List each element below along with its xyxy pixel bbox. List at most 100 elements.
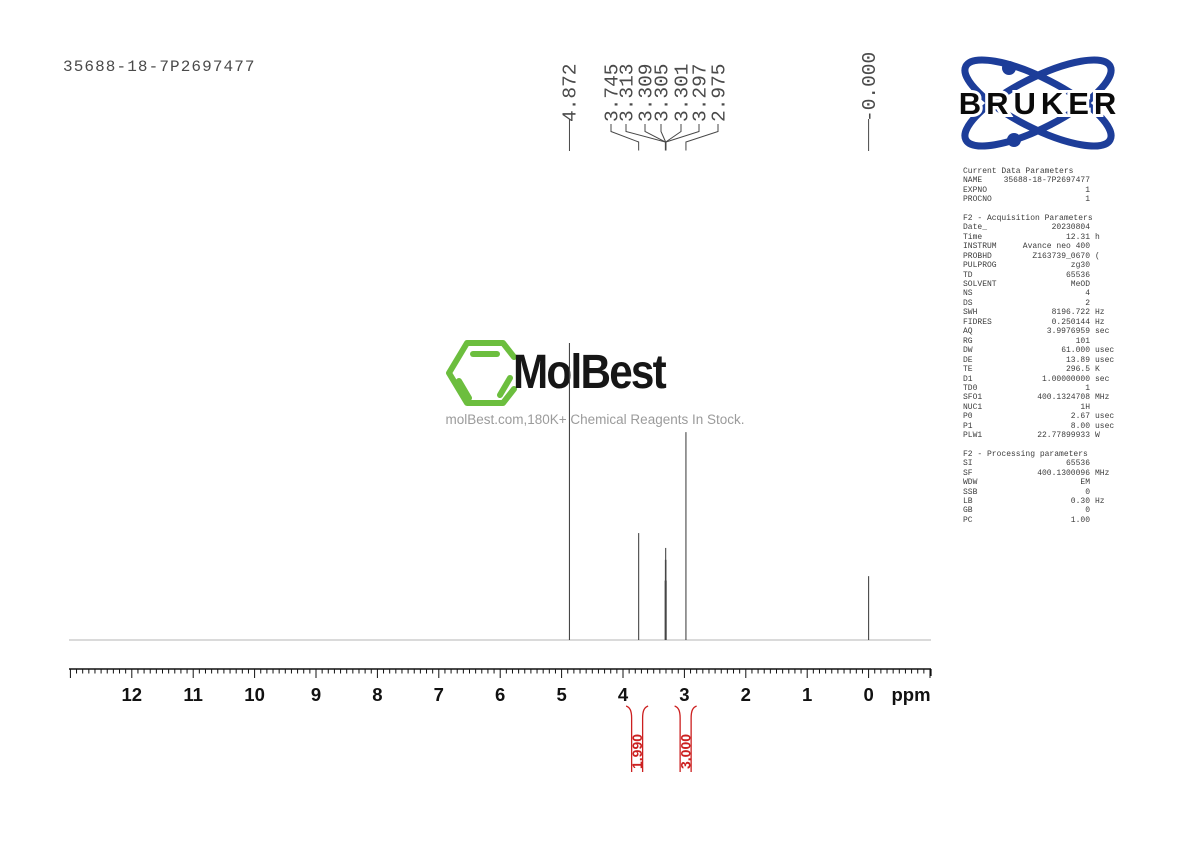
peak-label: 3.309 (636, 63, 658, 122)
axis-tick-label: 2 (741, 684, 751, 705)
parameter-val: 1.00000000 (1041, 374, 1090, 384)
parameter-name: INSTRUM (963, 242, 997, 252)
bruker-orbit-icon (961, 56, 1115, 150)
integral-value: 3.000 (678, 734, 694, 769)
parameter-name: SI (963, 459, 973, 469)
molbest-wordmark: MolBest (513, 346, 667, 399)
parameter-val: 2 (1085, 298, 1090, 308)
parameter-name: DW (963, 346, 973, 356)
parameter-row: D1 1.00000000 sec (963, 375, 1129, 384)
axis-tick-label: 10 (244, 684, 265, 705)
parameter-val: 1 (1085, 185, 1090, 195)
integral-bracket (690, 705, 697, 772)
parameter-unit: ( (1095, 251, 1100, 261)
parameter-name: NAME (963, 176, 983, 186)
parameter-row: Time 12.31 h (963, 233, 1129, 242)
molbest-subtitle: molBest.com,180K+ Chemical Reagents In S… (445, 412, 745, 427)
axis-tick-label: 3 (679, 684, 689, 705)
parameter-row: AQ 3.9976959 sec (963, 327, 1129, 336)
parameter-name: TD0 (963, 383, 978, 393)
parameter-val: 3.9976959 (1046, 327, 1090, 337)
peak-label: 2.975 (709, 63, 731, 122)
bruker-electron-icon (1002, 61, 1016, 75)
parameter-row: DE 13.89 usec (963, 356, 1129, 365)
parameter-val: 65536 (1065, 459, 1090, 469)
parameter-unit: K (1095, 365, 1100, 375)
parameter-row: Date_ 20230804 (963, 223, 1129, 232)
parameter-row: INSTRUM Avance neo 400 (963, 242, 1129, 251)
parameter-row: SSB 0 (963, 488, 1129, 497)
parameter-val: 8.00 (1070, 421, 1090, 431)
peak-label: 3.301 (672, 63, 694, 122)
parameter-name: WDW (963, 478, 978, 488)
sample-id: 35688-18-7P2697477 (63, 58, 256, 76)
parameter-unit: h (1095, 232, 1100, 242)
parameter-name: TD (963, 270, 973, 280)
parameter-unit: sec (1095, 327, 1110, 337)
parameter-val: 400.1300096 (1037, 468, 1090, 478)
parameter-val: zg30 (1070, 261, 1090, 271)
parameter-name: TE (963, 365, 973, 375)
parameter-name: P1 (963, 421, 973, 431)
parameter-val: 2.67 (1070, 412, 1090, 422)
parameter-row: TE 296.5 K (963, 365, 1129, 374)
parameter-val: 20230804 (1051, 223, 1090, 233)
parameter-name: DS (963, 298, 973, 308)
molbest-hexagon-icon (446, 340, 517, 406)
parameter-name: SFO1 (963, 393, 983, 403)
parameter-unit: Hz (1095, 496, 1105, 506)
parameter-row: SOLVENT MeOD (963, 280, 1129, 289)
parameter-row: WDW EM (963, 478, 1129, 487)
parameter-row: FIDRES 0.250144 Hz (963, 318, 1129, 327)
peak-label: 3.297 (690, 63, 712, 122)
parameter-row: NUC1 1H (963, 403, 1129, 412)
parameter-name: PC (963, 515, 973, 525)
axis-tick-label: 0 (863, 684, 873, 705)
parameter-row: DW 61.000 usec (963, 346, 1129, 355)
parameter-name: FIDRES (963, 317, 992, 327)
parameter-val: 12.31 (1065, 232, 1090, 242)
parameter-val: 1 (1085, 195, 1090, 205)
parameter-val: Z163739_0670 (1032, 251, 1090, 261)
parameter-row: RG 101 (963, 337, 1129, 346)
parameter-val: 35688-18-7P2697477 (1003, 176, 1090, 186)
parameter-row: P0 2.67 usec (963, 412, 1129, 421)
parameter-name: NS (963, 289, 973, 299)
parameter-unit: sec (1095, 374, 1110, 384)
parameter-val: 4 (1085, 289, 1090, 299)
parameter-name: P0 (963, 412, 973, 422)
parameter-section-title: F2 - Processing parameters (963, 449, 1088, 459)
axis-tick-label: 12 (122, 684, 143, 705)
parameter-section: F2 - Acquisition Parameters Date_ 20230804… (963, 214, 1129, 441)
parameter-row: TD0 1 (963, 384, 1129, 393)
parameter-name: SF (963, 468, 973, 478)
parameter-row: SWH 8196.722 Hz (963, 308, 1129, 317)
parameter-unit: Hz (1095, 317, 1105, 327)
parameter-row: DS 2 (963, 299, 1129, 308)
parameter-val: 296.5 (1065, 365, 1090, 375)
parameter-val: EM (1080, 478, 1090, 488)
parameter-section-title: F2 - Acquisition Parameters (963, 213, 1093, 223)
parameter-name: RG (963, 336, 973, 346)
parameter-name: AQ (963, 327, 973, 337)
parameter-name: SOLVENT (963, 279, 997, 289)
parameter-section: F2 - Processing parameters SI 65536 SF 400.1… (963, 450, 1129, 526)
peak-label: 3.313 (617, 63, 639, 122)
peak-label: 4.872 (560, 63, 582, 122)
integral-bracket (641, 705, 649, 772)
parameter-section-title: Current Data Parameters (963, 167, 1074, 176)
parameter-val: 65536 (1065, 270, 1090, 280)
axis-tick-label: 6 (495, 684, 505, 705)
parameter-val: 101 (1075, 336, 1090, 346)
parameter-name: PULPROG (963, 261, 997, 271)
parameter-row: SF 400.1300096 MHz (963, 469, 1129, 478)
peak-label-connector (665, 124, 700, 151)
parameter-row: TD 65536 (963, 271, 1129, 280)
axis-tick-label: 4 (618, 684, 629, 705)
parameter-name: LB (963, 496, 973, 506)
axis-tick-label: 7 (434, 684, 444, 705)
parameter-unit: usec (1095, 421, 1115, 431)
peak-label: 3.745 (602, 63, 624, 122)
parameter-name: Time (963, 232, 983, 242)
